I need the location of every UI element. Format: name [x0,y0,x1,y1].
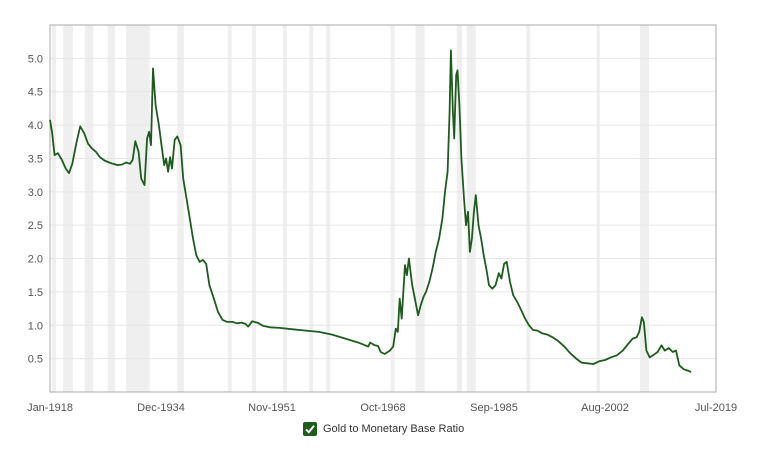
recession-band [309,25,314,392]
y-tick-label: 4.5 [28,87,43,99]
y-tick-label: 1.5 [28,287,43,299]
x-tick-label: Oct-1968 [360,402,405,414]
recession-band [639,25,650,392]
legend-label: Gold to Monetary Base Ratio [323,423,465,435]
x-tick-label: Sep-1985 [470,402,518,414]
y-gridlines [50,57,716,360]
legend-item-gold-to-monetary-base-ratio[interactable]: Gold to Monetary Base Ratio [303,420,464,438]
recession-band [415,25,425,392]
recession-band [252,25,257,392]
gold-to-monetary-base-ratio-line [49,49,692,373]
recession-band [282,25,287,392]
x-tick-label: Jul-2019 [695,402,737,414]
y-tick-label: 2.5 [28,220,43,232]
y-tick-label: 3.5 [28,153,43,165]
recession-band [63,25,73,392]
recession-band [326,25,331,392]
recession-band [126,25,150,392]
y-tick-label: 2.0 [28,254,43,266]
recession-band [466,25,476,392]
recession-bands [51,25,650,392]
y-tick-label: 3.0 [28,187,43,199]
recession-band [526,25,531,392]
x-tick-label: Nov-1951 [248,402,296,414]
plot-area-frame [49,24,717,393]
y-tick-label: 4.0 [28,120,43,132]
x-tick-label: Aug-2002 [581,402,629,414]
recession-band [227,25,232,392]
x-tick-label: Jan-1918 [27,402,73,414]
recession-band [107,25,115,392]
y-tick-label: 5.0 [28,53,43,65]
x-tick-label: Dec-1934 [137,402,185,414]
y-tick-label: 0.5 [28,354,43,366]
recession-band [84,25,94,392]
y-tick-label: 1.0 [28,320,43,332]
checkbox-checked-icon[interactable] [303,422,317,436]
recession-band [390,25,395,392]
recession-band [51,25,56,392]
x-axis-ticks: Jan-1918 Dec-1934 Nov-1951 Oct-1968 Sep-1985… [27,402,737,414]
recession-band [456,25,463,392]
y-axis-ticks: 0.5 1.0 1.5 2.0 2.5 3.0 3.5 4.0 4.5 5.0 [28,53,43,365]
recession-band [596,25,600,392]
recession-band [177,25,184,392]
